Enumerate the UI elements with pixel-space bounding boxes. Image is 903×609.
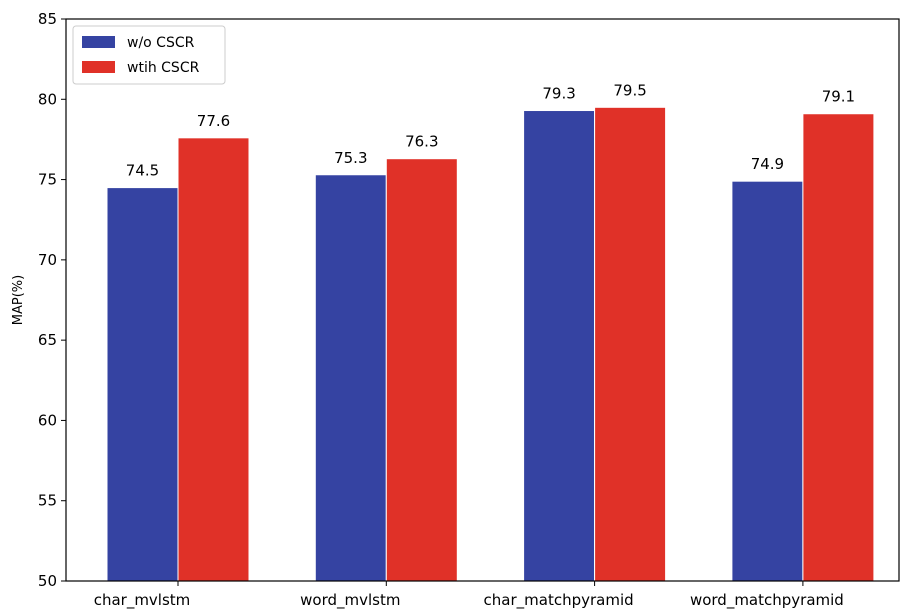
legend-swatch	[82, 36, 115, 48]
y-axis: 50 55 60 65 70 75 80 85	[38, 10, 66, 590]
data-label: 79.1	[822, 88, 855, 106]
data-label: 75.3	[334, 149, 367, 167]
bars-layer	[106, 106, 875, 582]
legend-label: w/o CSCR	[127, 35, 195, 51]
y-tick-label: 55	[38, 492, 57, 510]
bar-without-cscr-char_matchpyramid	[523, 110, 596, 582]
plot-frame	[65, 18, 900, 582]
y-tick-label: 85	[38, 10, 57, 28]
data-label: 79.3	[542, 85, 575, 103]
x-tick-label: char_mvlstm	[94, 591, 191, 609]
data-label: 77.6	[197, 112, 230, 130]
y-tick-label: 70	[38, 251, 57, 269]
bar-without-cscr-word_mvlstm	[314, 174, 387, 582]
x-tick-label: char_matchpyramid	[484, 591, 634, 609]
data-label: 74.9	[751, 155, 784, 173]
bar-with-cscr-char_matchpyramid	[594, 106, 667, 582]
bar-with-cscr-word_matchpyramid	[802, 113, 875, 582]
x-tick-label: word_matchpyramid	[690, 591, 844, 609]
data-label: 76.3	[405, 133, 438, 151]
bar-without-cscr-char_mvlstm	[106, 187, 179, 582]
y-tick-label: 60	[38, 411, 57, 429]
legend: w/o CSCR wtih CSCR	[72, 25, 226, 85]
y-tick-label: 65	[38, 331, 57, 349]
bar-with-cscr-char_mvlstm	[177, 137, 250, 582]
x-tick-label: word_mvlstm	[300, 591, 400, 609]
y-tick-label: 75	[38, 171, 57, 189]
legend-swatch	[82, 61, 115, 73]
bar-without-cscr-word_matchpyramid	[731, 180, 804, 582]
y-tick-label: 50	[38, 572, 57, 590]
data-label: 79.5	[613, 81, 646, 99]
bar-with-cscr-word_mvlstm	[385, 158, 458, 582]
y-axis-title: MAP(%)	[11, 275, 26, 325]
legend-label: wtih CSCR	[127, 60, 200, 76]
y-tick-label: 80	[38, 90, 57, 108]
data-label: 74.5	[126, 162, 159, 180]
data-labels-layer: 74.5 77.6 75.3 76.3 79.3 79.5 74.9 79.1	[126, 81, 855, 179]
x-axis: char_mvlstm word_mvlstm char_matchpyramid w…	[94, 581, 844, 609]
